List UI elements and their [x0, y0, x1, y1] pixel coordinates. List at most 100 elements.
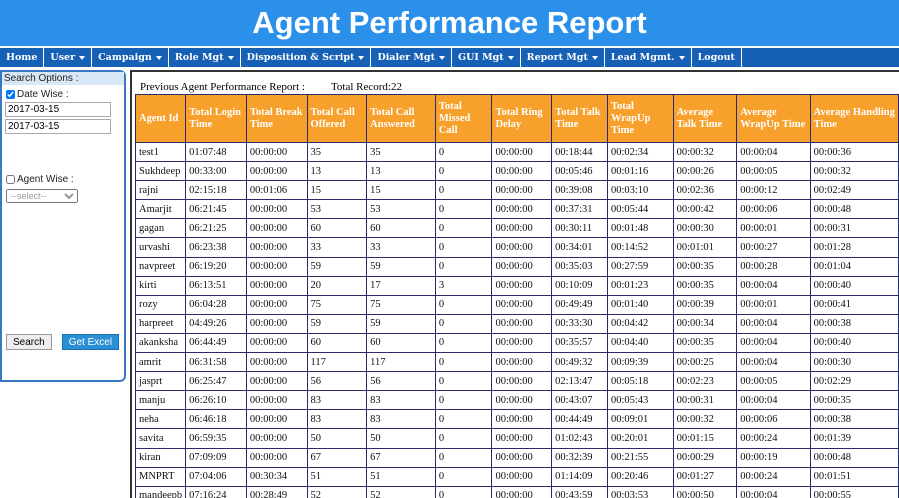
- table-cell: 06:04:28: [185, 294, 247, 315]
- nav-item[interactable]: Campaign: [92, 48, 169, 67]
- table-cell: 00:00:00: [245, 237, 308, 258]
- nav-item[interactable]: Role Mgt: [169, 48, 241, 67]
- agent-wise-checkbox[interactable]: [6, 174, 15, 184]
- table-cell: 02:15:18: [185, 180, 247, 201]
- table-cell: 00:01:04: [809, 256, 899, 277]
- table-cell: 01:02:43: [551, 428, 608, 449]
- table-row: MNPRT 07:04:06 00:30:34 51 51 0 00:00:00 01:14:…: [134, 466, 899, 487]
- table-cell: 50: [366, 428, 436, 449]
- table-cell: 00:10:09: [551, 275, 608, 296]
- table-cell: 13: [366, 161, 436, 182]
- table-cell: 00:00:04: [736, 275, 811, 296]
- table-cell: 00:00:00: [245, 161, 308, 182]
- table-cell: 06:19:20: [185, 256, 247, 277]
- table-cell: 83: [306, 390, 368, 411]
- table-cell: 00:01:16: [606, 161, 674, 182]
- table-cell: 00:00:00: [491, 485, 553, 498]
- nav-item[interactable]: Disposition & Script: [241, 48, 372, 67]
- table-cell: 15: [366, 180, 436, 201]
- table-cell: 00:00:19: [736, 447, 811, 468]
- table-cell: 00:00:00: [245, 275, 308, 296]
- table-cell: 00:49:32: [551, 352, 608, 373]
- table-cell: 00:34:01: [551, 237, 608, 258]
- table-cell: 00:02:36: [672, 180, 738, 201]
- table-cell: 06:13:51: [185, 275, 247, 296]
- table-row: amrit 06:31:58 00:00:00 117 117 0 00:00:00 00:4…: [134, 352, 899, 373]
- table-cell: 00:00:04: [736, 332, 811, 354]
- table-cell: 00:00:00: [245, 409, 308, 430]
- table-cell: navpreet: [134, 256, 187, 277]
- table-cell: 00:00:00: [491, 447, 553, 468]
- table-cell: 01:07:48: [185, 141, 247, 163]
- nav-item[interactable]: User: [44, 48, 93, 67]
- table-cell: 00:05:44: [606, 199, 674, 220]
- table-cell: 06:31:58: [185, 352, 247, 373]
- excel-button[interactable]: Get Excel: [61, 334, 120, 350]
- nav-item[interactable]: Dialer Mgt: [371, 48, 452, 67]
- table-cell: 00:05:46: [551, 161, 608, 182]
- table-cell: 00:18:44: [551, 141, 608, 163]
- table-cell: 00:35:57: [551, 332, 608, 354]
- table-cell: neha: [134, 409, 187, 430]
- agent-select[interactable]: --select--: [6, 189, 78, 203]
- table-row: Sukhdeep 00:33:00 00:00:00 13 13 0 00:00:00 00:…: [134, 161, 899, 182]
- column-header: Total Talk Time: [551, 94, 608, 143]
- table-cell: 00:33:30: [551, 313, 608, 334]
- table-cell: 07:09:09: [185, 447, 247, 468]
- date-wise-checkbox[interactable]: [6, 89, 15, 99]
- table-cell: 00:09:01: [606, 409, 674, 430]
- table-cell: 00:00:00: [245, 447, 308, 468]
- table-cell: 06:23:38: [185, 237, 247, 258]
- table-cell: 00:43:07: [551, 390, 608, 411]
- table-cell: 00:02:23: [672, 371, 738, 392]
- table-cell: 00:00:50: [672, 485, 738, 498]
- nav-item[interactable]: Lead Mgmt.: [605, 48, 692, 67]
- table-cell: 01:14:09: [551, 466, 608, 487]
- table-cell: 00:00:00: [491, 237, 553, 258]
- column-header: Total Ring Delay: [491, 94, 553, 143]
- table-cell: 0: [434, 237, 493, 258]
- table-cell: 0: [434, 141, 493, 163]
- nav-item[interactable]: Home: [0, 48, 45, 67]
- column-header: Total Break Time: [245, 94, 308, 143]
- table-cell: 15: [306, 180, 368, 201]
- table-cell: 53: [366, 199, 436, 220]
- date-wise-option[interactable]: Date Wise :: [6, 89, 120, 100]
- table-cell: savita: [134, 428, 187, 449]
- table-cell: 00:00:27: [736, 237, 811, 258]
- search-button[interactable]: Search: [6, 334, 52, 350]
- table-cell: 0: [434, 199, 493, 220]
- table-cell: 00:00:12: [736, 180, 811, 201]
- table-cell: 00:00:30: [672, 218, 738, 239]
- from-date-input[interactable]: [5, 102, 111, 117]
- table-cell: 00:00:00: [491, 409, 553, 430]
- table-cell: 00:00:00: [245, 313, 308, 334]
- table-cell: 83: [366, 409, 436, 430]
- table-cell: 00:00:31: [672, 390, 738, 411]
- table-cell: 00:00:00: [491, 313, 553, 334]
- table-cell: 00:30:34: [245, 466, 308, 487]
- table-cell: 00:35:03: [551, 256, 608, 277]
- table-row: kirti 06:13:51 00:00:00 20 17 3 00:00:00 00:10:…: [134, 275, 899, 296]
- table-cell: 00:00:35: [672, 332, 738, 354]
- table-row: test1 01:07:48 00:00:00 35 35 0 00:00:00 00:18:…: [134, 141, 899, 163]
- table-cell: 00:20:46: [606, 466, 674, 487]
- table-cell: 00:00:00: [491, 352, 553, 373]
- header-row: Agent Id Total Login Time Total Break Time…: [134, 94, 899, 143]
- to-date-input[interactable]: [5, 119, 111, 134]
- table-cell: 00:00:00: [491, 294, 553, 315]
- nav-item[interactable]: Report Mgt: [521, 48, 605, 67]
- table-cell: manju: [134, 390, 187, 411]
- table-cell: akanksha: [134, 332, 187, 354]
- table-cell: 00:04:42: [606, 313, 674, 334]
- table-cell: 00:00:05: [736, 161, 811, 182]
- nav-item[interactable]: Logout: [692, 48, 742, 67]
- nav-item[interactable]: GUI Mgt: [452, 48, 521, 67]
- table-cell: 0: [434, 218, 493, 239]
- table-cell: 00:01:23: [606, 275, 674, 296]
- table-cell: 00:30:11: [551, 218, 608, 239]
- agent-wise-option[interactable]: Agent Wise :: [6, 174, 120, 185]
- report-caption: Previous Agent Performance Report :: [140, 81, 305, 93]
- table-cell: 00:00:32: [672, 409, 738, 430]
